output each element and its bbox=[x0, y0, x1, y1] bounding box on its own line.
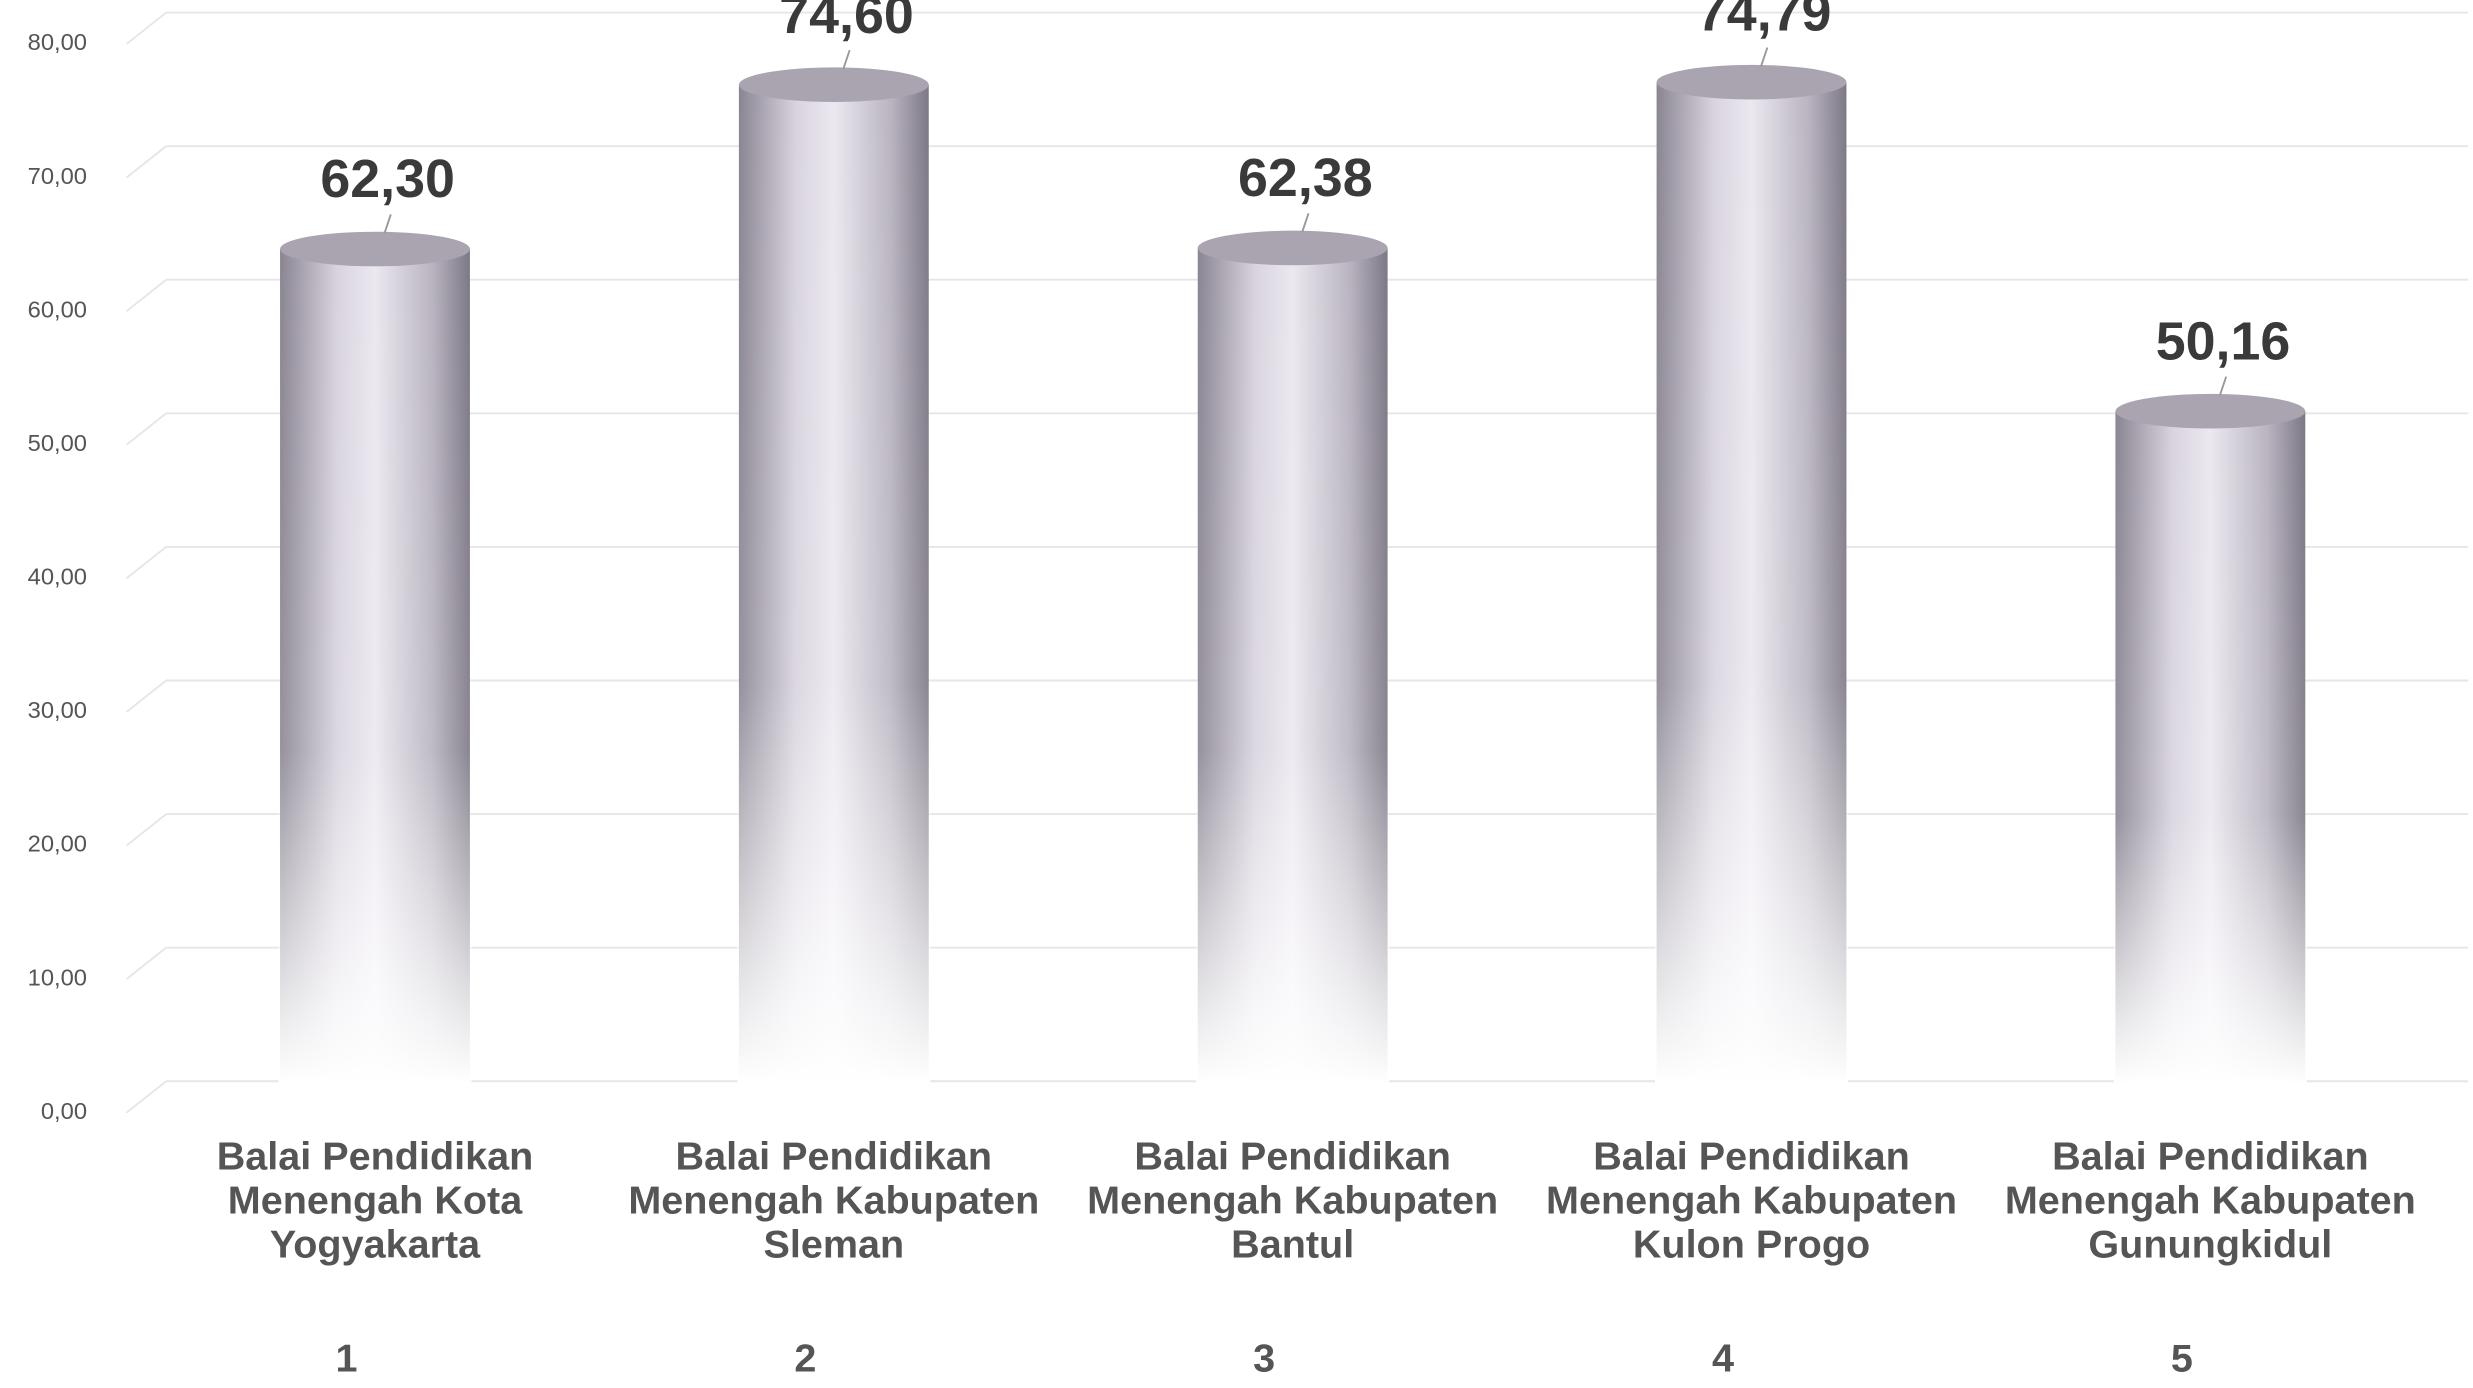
grid-line-depth bbox=[125, 546, 167, 580]
category-number: 4 bbox=[1712, 1336, 1734, 1380]
category-number: 5 bbox=[2171, 1336, 2193, 1380]
bar-top bbox=[1656, 64, 1847, 100]
category-number: 1 bbox=[336, 1336, 358, 1380]
bar-fade bbox=[2113, 411, 2307, 1085]
bar-top bbox=[738, 67, 929, 102]
bar-fade bbox=[1654, 82, 1849, 1085]
bar-fade bbox=[278, 249, 472, 1085]
bar-top bbox=[2115, 393, 2306, 429]
x-tick-label: Balai Pendidikan Menengah Kabupaten Slem… bbox=[628, 1134, 1040, 1267]
data-label: 62,30 bbox=[320, 149, 455, 209]
y-tick-label: 40,00 bbox=[28, 565, 87, 591]
data-label: 62,38 bbox=[1238, 148, 1373, 208]
y-tick-label: 30,00 bbox=[28, 698, 87, 724]
category-number: 2 bbox=[794, 1336, 816, 1380]
x-tick-label-box: Balai Pendidikan Menengah Kota Yogyakart… bbox=[216, 1134, 534, 1267]
category-number: 3 bbox=[1253, 1336, 1275, 1380]
x-tick-label: Balai Pendidikan Menengah Kota Yogyakart… bbox=[216, 1134, 534, 1267]
grid-line-depth bbox=[125, 11, 167, 45]
bar-top bbox=[280, 231, 470, 267]
y-tick-label: 80,00 bbox=[28, 30, 87, 56]
bar-fade bbox=[1196, 247, 1390, 1085]
bar bbox=[2113, 393, 2307, 1085]
y-tick-label: 20,00 bbox=[28, 832, 87, 858]
leader-line bbox=[383, 214, 392, 234]
grid-line-depth bbox=[125, 946, 167, 980]
x-tick-label-box: Balai Pendidikan Menengah Kabupaten Kulo… bbox=[1546, 1134, 1958, 1267]
x-tick-label: Balai Pendidikan Menengah Kabupaten Kulo… bbox=[1546, 1134, 1958, 1267]
y-tick-label: 50,00 bbox=[28, 431, 87, 457]
bar bbox=[1654, 64, 1849, 1085]
y-tick-label: 70,00 bbox=[28, 164, 87, 190]
bar-fade bbox=[737, 84, 931, 1085]
y-tick-label: 60,00 bbox=[28, 297, 87, 323]
x-tick-label-box: Balai Pendidikan Menengah Kabupaten Gunu… bbox=[2004, 1134, 2416, 1267]
bar bbox=[278, 231, 472, 1085]
data-label: 50,16 bbox=[2156, 311, 2291, 371]
bar-top bbox=[1197, 230, 1388, 266]
x-tick-label-box: Balai Pendidikan Menengah Kabupaten Bant… bbox=[1087, 1134, 1499, 1267]
leader-line bbox=[842, 49, 851, 70]
grid-line-depth bbox=[125, 412, 167, 446]
grid-line-depth bbox=[125, 279, 167, 312]
y-tick-label: 0,00 bbox=[41, 1099, 87, 1125]
grid-line-depth bbox=[125, 1080, 167, 1114]
x-tick-label: Balai Pendidikan Menengah Kabupaten Gunu… bbox=[2004, 1134, 2416, 1267]
data-label: 74,79 bbox=[1697, 0, 1832, 42]
bar bbox=[1196, 230, 1390, 1085]
leader-line bbox=[2218, 376, 2228, 396]
grid-line-depth bbox=[125, 679, 167, 713]
leader-line bbox=[1301, 213, 1310, 233]
y-tick-label: 10,00 bbox=[28, 965, 87, 991]
grid-line-depth bbox=[125, 813, 167, 847]
data-label: 74,60 bbox=[779, 0, 914, 45]
grid-line-depth bbox=[125, 145, 167, 179]
leader-line bbox=[1760, 47, 1769, 67]
bar bbox=[737, 67, 931, 1085]
x-tick-label-box: Balai Pendidikan Menengah Kabupaten Slem… bbox=[628, 1134, 1040, 1267]
x-tick-label: Balai Pendidikan Menengah Kabupaten Bant… bbox=[1087, 1134, 1499, 1267]
